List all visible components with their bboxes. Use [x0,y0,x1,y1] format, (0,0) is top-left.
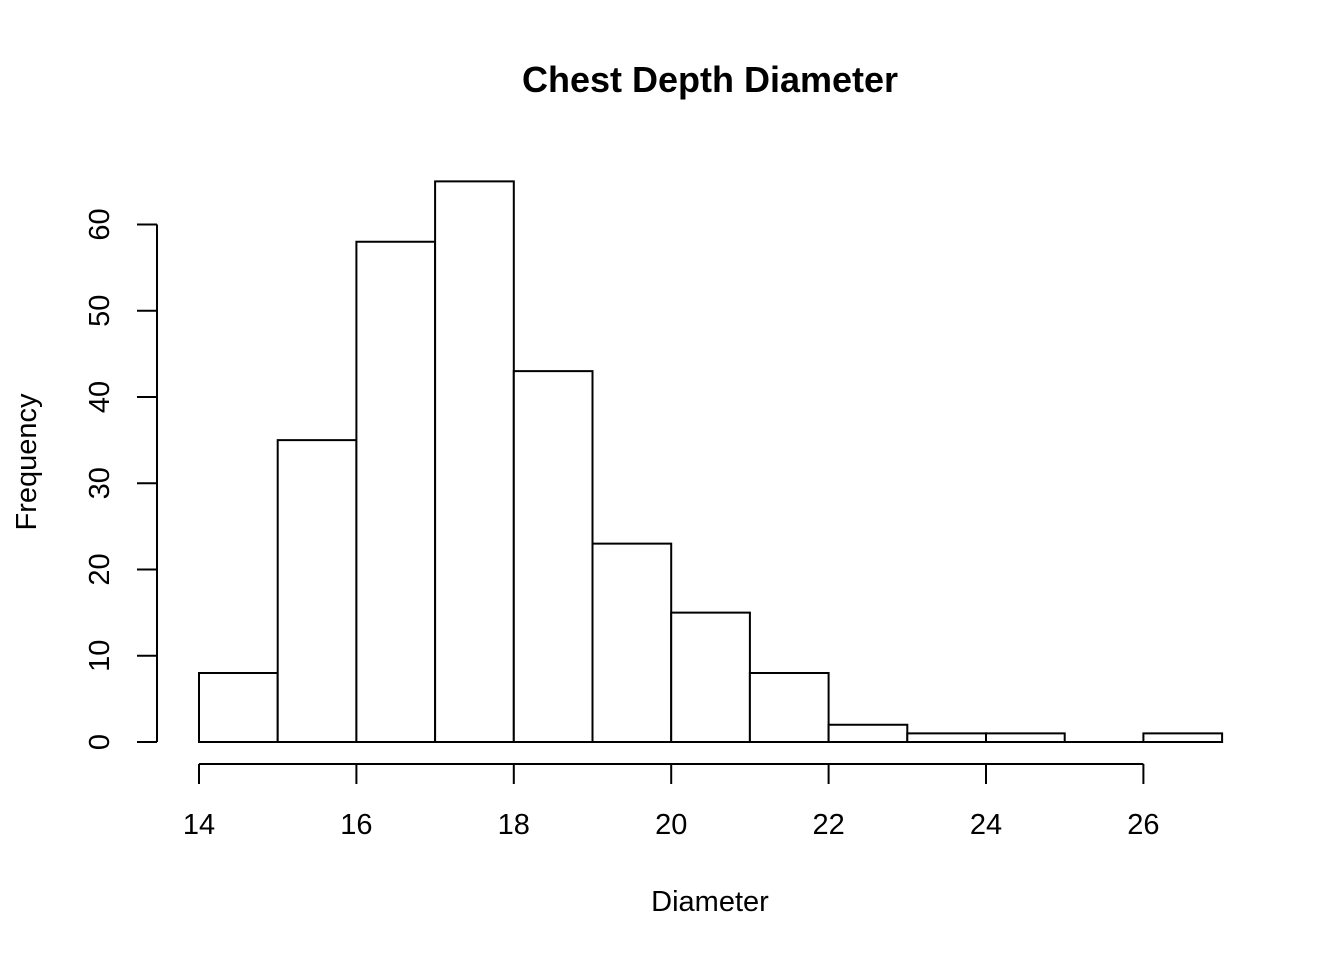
x-tick-label-22: 22 [812,809,844,841]
x-tick-label-20: 20 [655,809,687,841]
y-axis: 0 10 20 30 40 50 60 [84,208,158,750]
histogram-bar-19-20 [591,542,673,743]
y-tick-label-50: 50 [84,295,116,327]
x-tick-label-14: 14 [183,809,215,841]
y-tick-label-30: 30 [84,467,116,499]
x-tick-label-16: 16 [340,809,372,841]
histogram-bar-21-22 [748,672,830,743]
histogram-bar-17-18 [434,180,515,743]
y-tick-label-0: 0 [84,734,116,750]
histogram-bar-15-16 [276,439,358,743]
y-tick-label-60: 60 [84,208,116,240]
histogram-bar-18-19 [512,370,594,743]
bars-group [198,180,1224,743]
x-tick-label-24: 24 [970,809,1002,841]
histogram-bar-24-25 [985,732,1066,743]
chart-title: Chest Depth Diameter [522,59,898,100]
x-axis: 14 16 18 20 22 24 26 [183,763,1160,841]
x-tick-label-26: 26 [1127,809,1159,841]
y-tick-label-40: 40 [84,381,116,413]
y-tick-label-20: 20 [84,553,116,585]
histogram-bar-14-15 [198,672,279,743]
x-tick-label-18: 18 [498,809,530,841]
histogram-bar-20-21 [670,611,751,743]
histogram-bar-16-17 [355,240,437,743]
histogram-bar-26-27 [1142,732,1224,743]
y-axis-label: Frequency [11,393,43,531]
histogram-bar-22-23 [827,723,909,743]
y-tick-label-10: 10 [84,640,116,672]
x-axis-label: Diameter [651,886,769,918]
histogram-bar-23-24 [906,732,987,743]
